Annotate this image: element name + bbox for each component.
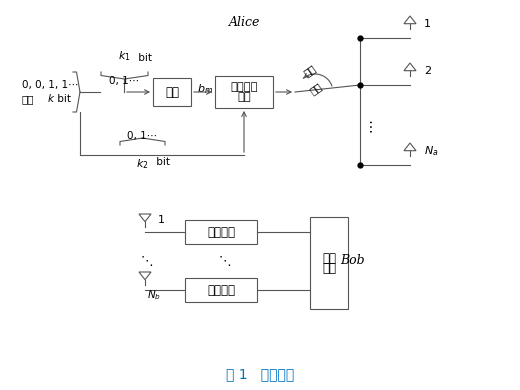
Text: 0, 1⋯: 0, 1⋯	[127, 131, 157, 141]
Text: 信源: 信源	[22, 94, 34, 104]
Text: ⋱: ⋱	[219, 255, 231, 268]
Text: Bob: Bob	[340, 255, 365, 268]
Text: 相关接收: 相关接收	[207, 225, 235, 239]
Text: 射频: 射频	[302, 62, 318, 78]
Text: ⋯: ⋯	[363, 118, 377, 132]
Bar	[185, 220, 257, 244]
Bar	[153, 78, 191, 106]
Bar	[215, 76, 273, 108]
Text: ⋱: ⋱	[141, 255, 153, 268]
Text: 2: 2	[424, 66, 431, 76]
Text: 调制: 调制	[165, 85, 179, 99]
Text: $b_m$: $b_m$	[197, 82, 213, 96]
Text: 1: 1	[424, 19, 431, 29]
Text: bit: bit	[135, 53, 152, 63]
Text: 判决: 判决	[322, 262, 336, 275]
Text: $k_2$: $k_2$	[136, 157, 148, 171]
Text: k: k	[48, 94, 54, 104]
Text: 选择切换: 选择切换	[230, 82, 258, 92]
Text: $N_a$: $N_a$	[424, 144, 438, 158]
Text: 图 1   系统框图: 图 1 系统框图	[226, 367, 294, 381]
Bar	[310, 217, 348, 309]
Text: 0, 1⋯: 0, 1⋯	[109, 76, 139, 86]
Text: 联合: 联合	[322, 252, 336, 264]
Bar	[185, 278, 257, 302]
Text: bit: bit	[54, 94, 71, 104]
Text: 顺序: 顺序	[237, 92, 251, 102]
Text: 1: 1	[158, 215, 165, 225]
Text: 相关接收: 相关接收	[207, 284, 235, 296]
Text: Alice: Alice	[229, 16, 261, 29]
Text: $k_1$: $k_1$	[118, 49, 131, 63]
Text: 0, 0, 1, 1⋯: 0, 0, 1, 1⋯	[22, 80, 79, 90]
Text: $N_b$: $N_b$	[147, 288, 161, 302]
Text: bit: bit	[153, 157, 170, 167]
Text: 开关: 开关	[308, 80, 324, 96]
